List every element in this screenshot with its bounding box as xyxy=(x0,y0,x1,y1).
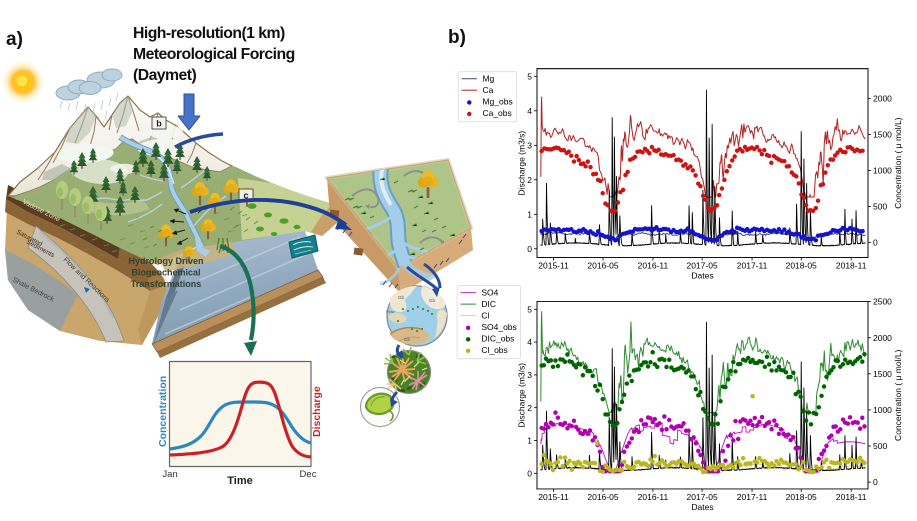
svg-text:1: 1 xyxy=(527,209,532,219)
svg-text:Gb: Gb xyxy=(398,295,405,300)
svg-text:2015-11: 2015-11 xyxy=(538,261,569,271)
svg-text:4: 4 xyxy=(527,106,532,116)
svg-text:Transformations: Transformations xyxy=(131,279,202,289)
svg-text:1: 1 xyxy=(527,436,532,446)
svg-text:2016-11: 2016-11 xyxy=(638,492,669,502)
svg-text:Mg: Mg xyxy=(482,74,494,84)
svg-text:Discharge (m3/s): Discharge (m3/s) xyxy=(517,363,527,428)
svg-text:2018-11: 2018-11 xyxy=(836,261,867,271)
svg-text:Concentration ( μ mol/L): Concentration ( μ mol/L) xyxy=(893,349,903,441)
svg-text:Concentration ( μ mol/L): Concentration ( μ mol/L) xyxy=(893,117,903,209)
svg-text:2017-05: 2017-05 xyxy=(686,492,717,502)
svg-text:0: 0 xyxy=(873,237,878,247)
svg-text:2000: 2000 xyxy=(873,94,892,104)
svg-text:Ca_obs: Ca_obs xyxy=(482,108,511,118)
svg-text:2016-05: 2016-05 xyxy=(587,261,618,271)
svg-text:b: b xyxy=(156,119,162,129)
svg-text:Dec: Dec xyxy=(300,469,317,480)
svg-text:1500: 1500 xyxy=(873,130,892,140)
svg-text:Gb: Gb xyxy=(404,337,411,342)
svg-text:Dates: Dates xyxy=(691,502,713,512)
svg-text:1000: 1000 xyxy=(873,166,892,176)
svg-text:Mg_obs: Mg_obs xyxy=(482,97,512,107)
svg-text:2015-11: 2015-11 xyxy=(538,492,569,502)
svg-text:3: 3 xyxy=(527,140,532,150)
svg-text:2016-05: 2016-05 xyxy=(587,492,618,502)
svg-text:2017-05: 2017-05 xyxy=(686,261,717,271)
svg-text:5: 5 xyxy=(527,304,532,314)
svg-text:Biogeochemical: Biogeochemical xyxy=(131,268,200,278)
svg-text:Discharge (m3/s): Discharge (m3/s) xyxy=(517,131,527,196)
svg-text:Dates: Dates xyxy=(691,271,713,281)
svg-text:2017-11: 2017-11 xyxy=(737,492,768,502)
svg-text:DIC: DIC xyxy=(481,299,496,309)
svg-text:Flow: Flow xyxy=(386,309,395,314)
svg-text:Cl_obs: Cl_obs xyxy=(481,345,507,355)
svg-text:2500: 2500 xyxy=(873,297,892,307)
svg-text:Cl: Cl xyxy=(481,311,489,321)
svg-text:SO4_obs: SO4_obs xyxy=(481,322,516,332)
svg-text:Concentration: Concentration xyxy=(157,376,169,447)
svg-text:Time: Time xyxy=(227,475,252,487)
svg-text:2018-11: 2018-11 xyxy=(836,492,867,502)
svg-text:1500: 1500 xyxy=(873,369,892,379)
svg-text:Ca: Ca xyxy=(482,85,493,95)
svg-text:Hydrology Driven: Hydrology Driven xyxy=(128,256,203,266)
svg-text:DIC_obs: DIC_obs xyxy=(481,334,514,344)
svg-text:2000: 2000 xyxy=(873,333,892,343)
svg-text:c: c xyxy=(243,191,248,201)
svg-text:2: 2 xyxy=(527,403,532,413)
svg-text:2016-11: 2016-11 xyxy=(638,261,669,271)
svg-text:2018-05: 2018-05 xyxy=(786,261,817,271)
svg-text:2018-05: 2018-05 xyxy=(786,492,817,502)
svg-text:Jan: Jan xyxy=(162,469,177,480)
svg-text:500: 500 xyxy=(873,201,887,211)
svg-text:2: 2 xyxy=(527,175,532,185)
svg-text:0: 0 xyxy=(527,244,532,254)
svg-text:5: 5 xyxy=(527,71,532,81)
svg-text:0: 0 xyxy=(527,468,532,478)
svg-text:500: 500 xyxy=(873,441,887,451)
svg-text:3: 3 xyxy=(527,370,532,380)
svg-text:1000: 1000 xyxy=(873,405,892,415)
svg-text:Discharge: Discharge xyxy=(311,386,323,437)
svg-text:4: 4 xyxy=(527,337,532,347)
svg-text:2017-11: 2017-11 xyxy=(737,261,768,271)
svg-text:SO4: SO4 xyxy=(481,288,498,298)
svg-text:0: 0 xyxy=(873,477,878,487)
svg-text:Gb: Gb xyxy=(429,298,436,303)
